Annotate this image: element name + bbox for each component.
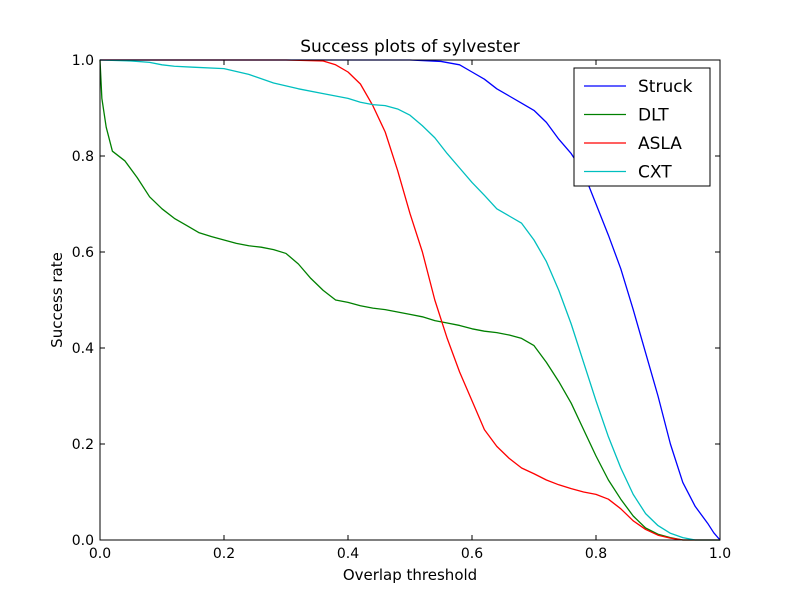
axes-frame [99, 59, 721, 541]
series-line-dlt [99, 59, 720, 541]
y-tick-label: 0.0 [72, 533, 94, 549]
legend: Struck DLT ASLA CXT [573, 67, 711, 187]
x-tick-label: 0.8 [585, 546, 607, 562]
x-tick-label: 0.6 [461, 546, 483, 562]
x-tick-label: 0.0 [89, 546, 111, 562]
y-tick-label: 0.6 [72, 245, 94, 261]
x-tick-label: 1.0 [709, 546, 731, 562]
axis-ticks-group: 0.0 0.2 0.4 0.6 0.8 1.0 0.0 0.2 0.4 0.6 0.8 1.0 [72, 53, 731, 562]
y-tick-label: 1.0 [72, 53, 94, 69]
legend-label-dlt: DLT [638, 106, 669, 126]
legend-label-cxt: CXT [638, 163, 672, 183]
y-axis-label: Success rate [48, 252, 66, 348]
x-tick-label: 0.2 [213, 546, 235, 562]
series-line-asla [100, 59, 720, 541]
y-tick-label: 0.8 [72, 149, 94, 165]
legend-box [573, 67, 711, 187]
y-tick-label: 0.2 [72, 437, 94, 453]
series-line-struck [100, 59, 721, 541]
legend-label-struck: Struck [638, 77, 693, 97]
x-tick-label: 0.4 [337, 546, 359, 562]
plot-series-group [99, 59, 721, 541]
legend-label-asla: ASLA [638, 134, 682, 154]
x-axis-label: Overlap threshold [343, 566, 477, 584]
series-line-cxt [99, 59, 720, 541]
y-tick-label: 0.4 [72, 341, 94, 357]
chart-title: Success plots of sylvester [300, 37, 520, 57]
